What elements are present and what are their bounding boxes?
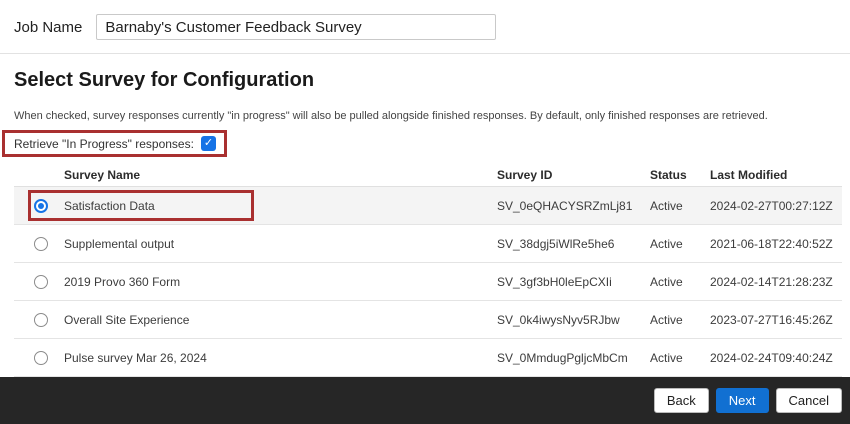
survey-id: SV_38dgj5iWlRe5he6: [497, 236, 615, 251]
job-name-row: Job Name: [0, 0, 850, 40]
survey-name: Supplemental output: [64, 236, 175, 251]
survey-modified: 2024-02-14T21:28:23Z: [710, 274, 833, 289]
survey-status: Active: [650, 312, 683, 327]
section-description: When checked, survey responses currently…: [14, 110, 768, 122]
checkmark-icon: ✓: [203, 137, 214, 149]
select-survey-section: Select Survey for Configuration When che…: [0, 69, 850, 394]
table-header-row: Survey Name Survey ID Status Last Modifi…: [14, 163, 842, 187]
next-button[interactable]: Next: [715, 388, 769, 413]
survey-id: SV_3gf3bH0leEpCXIi: [497, 274, 612, 289]
column-header-last-modified: Last Modified: [710, 167, 788, 182]
radio-button-selected[interactable]: [34, 198, 48, 213]
column-header-status: Status: [650, 167, 687, 182]
survey-status: Active: [650, 350, 683, 365]
survey-name: 2019 Provo 360 Form: [64, 274, 181, 289]
radio-button[interactable]: [34, 312, 48, 327]
survey-status: Active: [650, 236, 683, 251]
table-row[interactable]: Satisfaction Data SV_0eQHACYSRZmLj81 Act…: [14, 187, 842, 225]
survey-name: Pulse survey Mar 26, 2024: [64, 350, 207, 365]
cancel-button[interactable]: Cancel: [775, 388, 842, 413]
survey-id: SV_0k4iwysNyv5RJbw: [497, 312, 620, 327]
in-progress-checkbox[interactable]: ✓: [200, 136, 216, 151]
back-button[interactable]: Back: [653, 388, 709, 413]
radio-button[interactable]: [34, 350, 48, 365]
survey-table: Survey Name Survey ID Status Last Modifi…: [14, 163, 842, 394]
column-header-survey-name: Survey Name: [64, 167, 141, 182]
survey-status: Active: [650, 274, 683, 289]
table-row[interactable]: Supplemental output SV_38dgj5iWlRe5he6 A…: [14, 225, 842, 263]
column-header-survey-id: Survey ID: [497, 167, 553, 182]
survey-status: Active: [650, 198, 683, 213]
job-name-input[interactable]: [96, 14, 497, 40]
top-divider: [0, 53, 850, 54]
section-title: Select Survey for Configuration: [14, 69, 315, 91]
table-row[interactable]: Pulse survey Mar 26, 2024 SV_0MmdugPgljc…: [14, 339, 842, 377]
table-row[interactable]: 2019 Provo 360 Form SV_3gf3bH0leEpCXIi A…: [14, 263, 842, 301]
checkbox-annotation-box: Retrieve "In Progress" responses: ✓: [2, 130, 227, 157]
survey-name: Overall Site Experience: [64, 312, 190, 327]
radio-button[interactable]: [34, 274, 48, 289]
survey-modified: 2024-02-27T00:27:12Z: [710, 198, 833, 213]
survey-modified: 2024-02-24T09:40:24Z: [710, 350, 833, 365]
in-progress-checkbox-label: Retrieve "In Progress" responses:: [14, 136, 194, 151]
survey-modified: 2021-06-18T22:40:52Z: [710, 236, 833, 251]
job-name-label: Job Name: [14, 18, 83, 36]
survey-name: Satisfaction Data: [64, 198, 155, 213]
survey-modified: 2023-07-27T16:45:26Z: [710, 312, 833, 327]
radio-button[interactable]: [34, 236, 48, 251]
footer-action-bar: Back Next Cancel: [0, 377, 850, 424]
survey-id: SV_0MmdugPgljcMbCm: [497, 350, 628, 365]
table-row[interactable]: Overall Site Experience SV_0k4iwysNyv5RJ…: [14, 301, 842, 339]
survey-id: SV_0eQHACYSRZmLj81: [497, 198, 633, 213]
